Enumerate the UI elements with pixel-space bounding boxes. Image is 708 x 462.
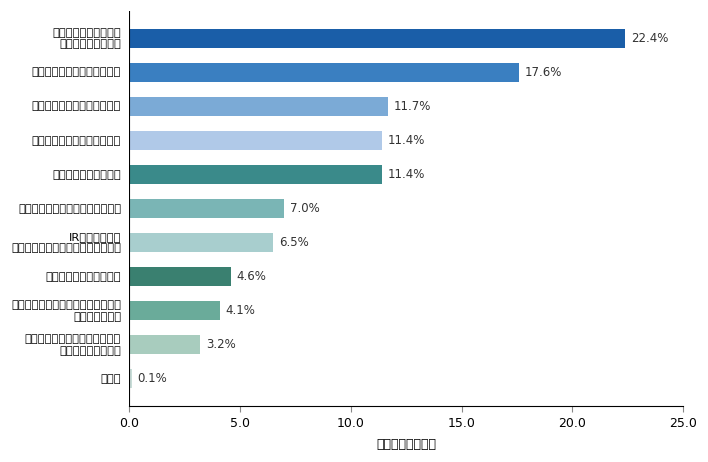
- Text: 7.0%: 7.0%: [290, 202, 320, 215]
- Bar: [130, 301, 220, 320]
- Bar: [130, 267, 232, 286]
- Bar: [130, 97, 389, 116]
- Text: 6.5%: 6.5%: [279, 236, 309, 249]
- Bar: [130, 335, 200, 354]
- Bar: [130, 131, 382, 150]
- Bar: [130, 199, 285, 218]
- Text: 22.4%: 22.4%: [631, 32, 668, 45]
- Text: 17.6%: 17.6%: [525, 66, 562, 79]
- Bar: [130, 63, 519, 82]
- Bar: [130, 165, 382, 184]
- Text: 4.1%: 4.1%: [226, 304, 256, 317]
- Text: 11.4%: 11.4%: [387, 134, 425, 147]
- Text: 11.4%: 11.4%: [387, 168, 425, 181]
- Bar: [130, 233, 273, 252]
- Text: 0.1%: 0.1%: [137, 372, 167, 385]
- Bar: [130, 370, 132, 388]
- Bar: [130, 29, 625, 48]
- Text: 3.2%: 3.2%: [206, 338, 236, 351]
- X-axis label: 回答構成比（％）: 回答構成比（％）: [376, 438, 436, 451]
- Text: 11.7%: 11.7%: [394, 100, 431, 113]
- Text: 4.6%: 4.6%: [236, 270, 267, 283]
